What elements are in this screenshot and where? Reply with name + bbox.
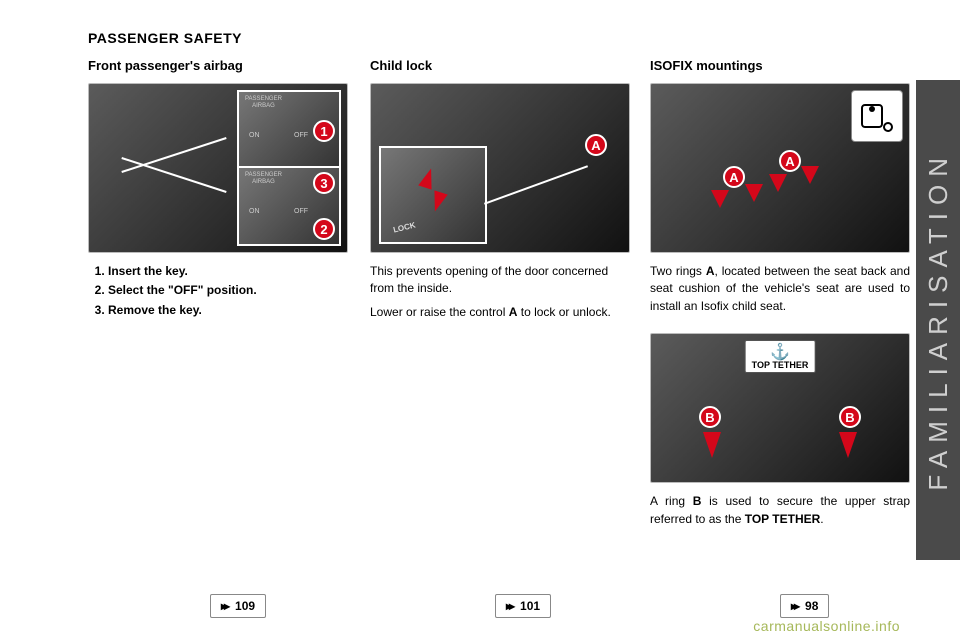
switch-off-top: OFF [294,132,308,139]
step-2: Select the "OFF" position. [108,282,348,299]
marker-3: 3 [313,172,335,194]
marker-2: 2 [313,218,335,240]
column-childlock: Child lock LOCK A This prevents opening … [370,58,630,327]
watermark: carmanualsonline.info [753,618,900,634]
column-airbag: Front passenger's airbag PASSENGERAIRBAG… [88,58,348,321]
marker-a-iso-1: A [723,166,745,188]
iso-arrow-2 [745,184,763,202]
col2-title: Child lock [370,58,630,73]
page-ref-1: ▸▸ 109 [210,594,266,618]
col3-caption1-text: Two rings A, located between the seat ba… [650,263,910,315]
marker-1: 1 [313,120,335,142]
airbag-photo: PASSENGERAIRBAG ON OFF 1 PASSENGERAIRBAG… [88,83,348,253]
marker-a-iso-2: A [779,150,801,172]
forward-icon: ▸▸ [221,599,227,613]
page-ref-3: ▸▸ 98 [780,594,829,618]
tether-arrow-1 [703,432,721,458]
section-title: PASSENGER SAFETY [88,30,242,46]
switch-off-bot: OFF [294,208,308,215]
iso-arrow-3 [769,174,787,192]
airbag-switch-panel-top: PASSENGERAIRBAG ON OFF 1 [237,90,341,170]
switch-label-bottom: PASSENGERAIRBAG [245,172,282,185]
col2-caption-line2: Lower or raise the control A to lock or … [370,304,630,321]
isofix-photo-bottom: ⚓ TOP TETHER B B [650,333,910,483]
side-tab-label: FAMILIARISATION [923,150,954,491]
page-ref-2-num: 101 [520,599,540,613]
col3-caption-1: Two rings A, located between the seat ba… [650,263,910,315]
page-ref-1-num: 109 [235,599,255,613]
iso-arrow-4 [801,166,819,184]
marker-b-1: B [699,406,721,428]
callout-line-cl [484,165,588,205]
col1-caption: Insert the key. Select the "OFF" positio… [88,263,348,319]
col2-caption-line1: This prevents opening of the door concer… [370,263,630,298]
switch-on-bot: ON [249,208,260,215]
childlock-arrow-up [418,166,437,189]
step-1: Insert the key. [108,263,348,280]
anchor-icon: ⚓ [752,345,809,361]
marker-b-2: B [839,406,861,428]
col3-title: ISOFIX mountings [650,58,910,73]
tether-arrow-2 [839,432,857,458]
isofix-photo-top: A A [650,83,910,253]
manual-page: PASSENGER SAFETY Front passenger's airba… [0,0,960,640]
childlock-inset: LOCK [379,146,487,244]
col2-caption: This prevents opening of the door concer… [370,263,630,321]
page-ref-3-num: 98 [805,599,818,613]
lock-label: LOCK [392,220,416,234]
callout-line-2 [121,157,226,193]
iso-arrow-1 [711,190,729,208]
col3-caption-2: A ring B is used to secure the upper str… [650,493,910,528]
top-tether-label: ⚓ TOP TETHER [745,340,816,373]
marker-a-childlock: A [585,134,607,156]
column-isofix: ISOFIX mountings A A Two rings A, locate… [650,58,910,534]
forward-icon: ▸▸ [506,599,512,613]
page-ref-2: ▸▸ 101 [495,594,551,618]
col3-caption2-text: A ring B is used to secure the upper str… [650,493,910,528]
switch-on-top: ON [249,132,260,139]
forward-icon: ▸▸ [791,599,797,613]
childlock-photo: LOCK A [370,83,630,253]
airbag-switch-panel-bottom: PASSENGERAIRBAG ON OFF 3 2 [237,166,341,246]
callout-line-1 [121,137,226,173]
col1-title: Front passenger's airbag [88,58,348,73]
side-tab: FAMILIARISATION [916,80,960,560]
switch-label-top: PASSENGERAIRBAG [245,96,282,109]
isofix-icon [851,90,903,142]
step-3: Remove the key. [108,302,348,319]
childlock-arrow-down [428,190,447,213]
